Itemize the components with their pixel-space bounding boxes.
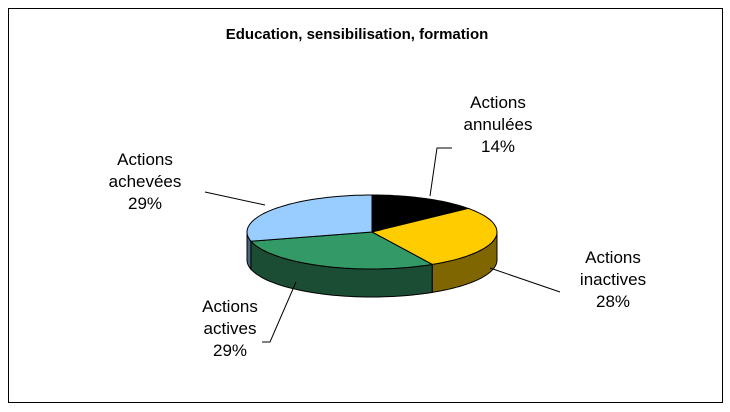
slice-label: Actions achevées bbox=[108, 150, 182, 191]
value-label: 29% bbox=[127, 194, 163, 213]
value-label: 28% bbox=[595, 292, 631, 311]
slice-label: Actions inactives bbox=[579, 248, 647, 289]
slice-label: Actions annulées bbox=[463, 93, 533, 134]
value-label: 29% bbox=[212, 341, 248, 360]
pie-slice bbox=[246, 194, 373, 242]
leader-line bbox=[204, 191, 266, 206]
slice-label: Actions actives bbox=[202, 297, 258, 338]
chart-title: Education, sensibilisation, formation bbox=[225, 26, 489, 43]
pie-slice bbox=[371, 194, 471, 233]
value-label: 14% bbox=[480, 137, 516, 156]
leader-line bbox=[262, 281, 297, 343]
leader-line bbox=[489, 267, 561, 293]
pie-slice bbox=[249, 231, 434, 270]
leader-line bbox=[429, 147, 452, 197]
pie-slice bbox=[370, 207, 498, 265]
